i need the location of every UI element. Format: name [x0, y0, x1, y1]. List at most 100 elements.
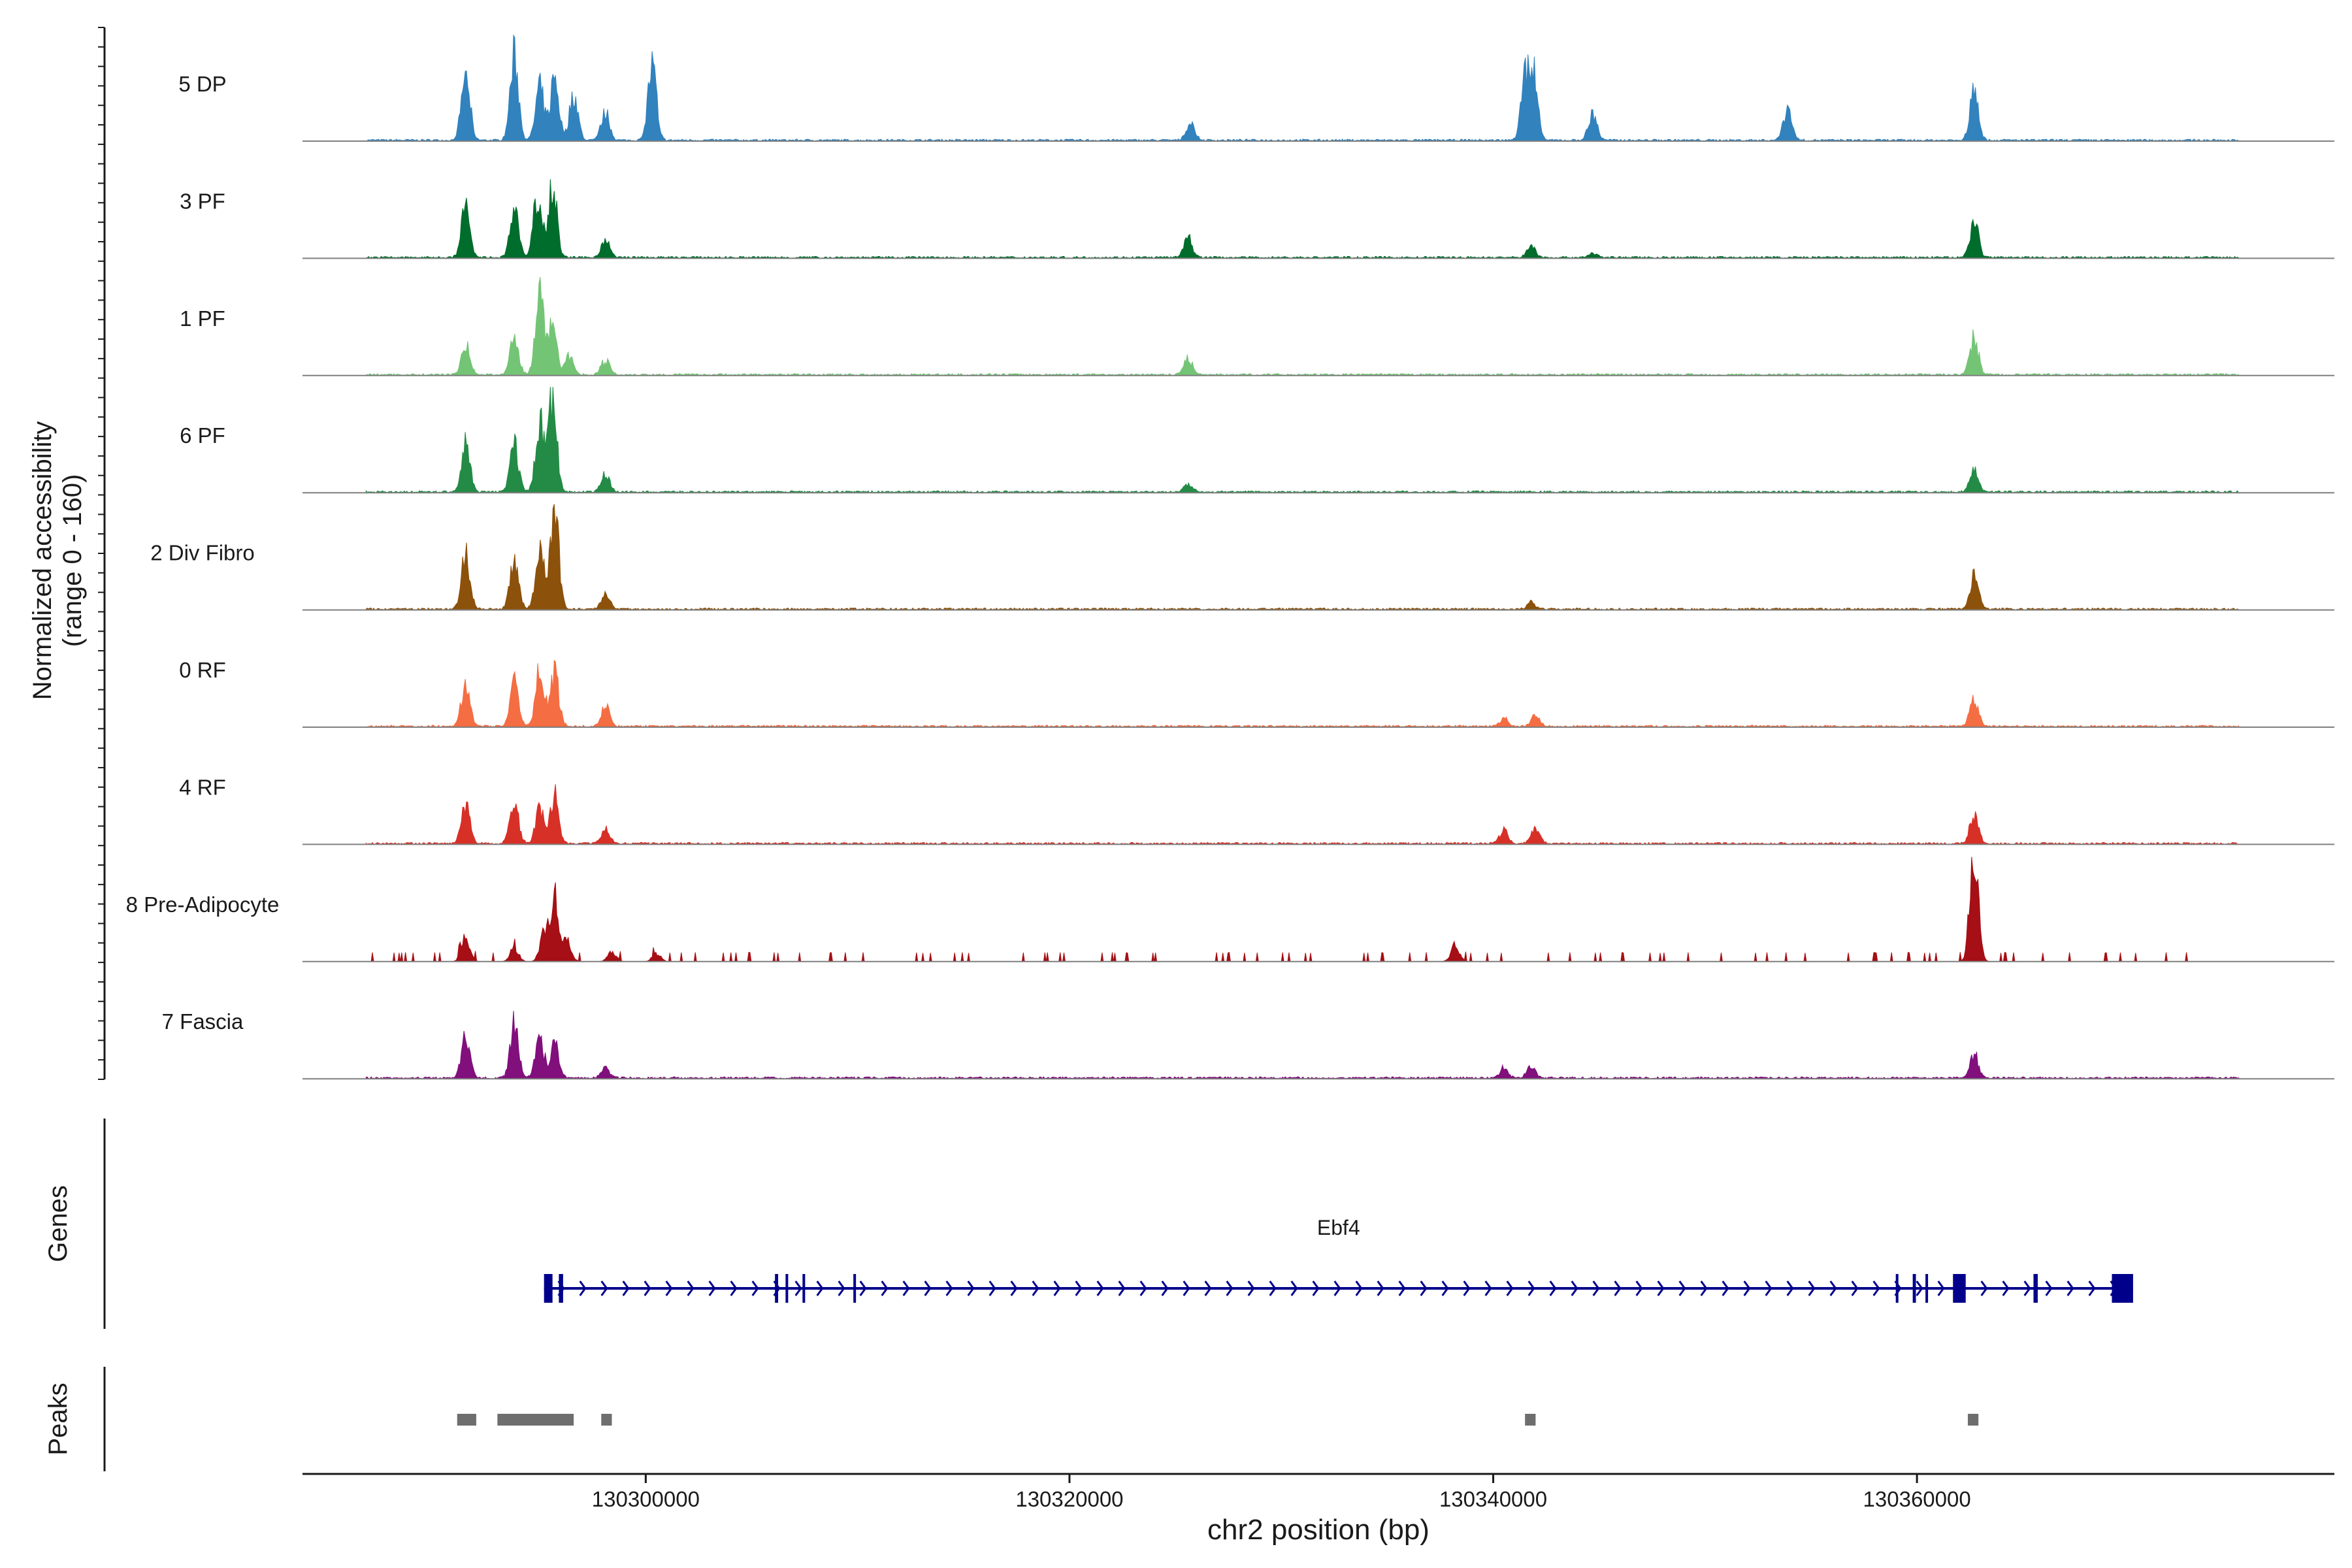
strand-arrow — [1161, 1281, 1169, 1296]
gene-exon — [1895, 1274, 1899, 1303]
strand-arrow — [988, 1281, 996, 1296]
strand-arrow — [708, 1281, 716, 1296]
gene-model-ebf4 — [544, 1274, 2133, 1303]
strand-arrow — [644, 1281, 651, 1296]
gene-exon — [544, 1274, 553, 1303]
gene-exon — [1912, 1274, 1916, 1303]
strand-arrow — [1010, 1281, 1018, 1296]
accessibility-tracks: 5 DP 3 PF 1 PF 6 PF 2 Div Fibro 0 RF 4 RF 8 Pre… — [126, 34, 2334, 1080]
strand-arrow — [1420, 1281, 1428, 1296]
track-label: 2 Div Fibro — [150, 541, 255, 565]
strand-arrow — [1506, 1281, 1514, 1296]
strand-arrow — [1851, 1281, 1859, 1296]
strand-arrow — [2023, 1281, 2031, 1296]
strand-arrow — [1463, 1281, 1471, 1296]
strand-arrow — [1118, 1281, 1126, 1296]
strand-arrow — [600, 1281, 608, 1296]
x-axis: 130300000 130320000 130340000 130360000 chr… — [302, 1473, 2334, 1546]
x-tick-label: 130300000 — [592, 1487, 700, 1511]
strand-arrow — [1183, 1281, 1190, 1296]
gene-exon — [1953, 1274, 1966, 1303]
strand-arrow — [1678, 1281, 1686, 1296]
track-label: 7 Fascia — [162, 1009, 244, 1034]
strand-arrow — [622, 1281, 630, 1296]
track-label: 6 PF — [180, 423, 225, 448]
track-5-dp: 5 DP — [178, 34, 2334, 142]
strand-arrow — [816, 1281, 824, 1296]
x-ticks: 130300000 130320000 130340000 130360000 — [592, 1474, 1971, 1511]
strand-arrow — [751, 1281, 759, 1296]
peak-region — [1525, 1414, 1536, 1426]
strand-arrow — [1204, 1281, 1212, 1296]
strand-arrow — [1916, 1281, 1923, 1296]
strand-arrow — [1808, 1281, 1816, 1296]
x-tick-label: 130320000 — [1015, 1487, 1123, 1511]
strand-arrow — [1700, 1281, 1708, 1296]
track-label: 4 RF — [179, 775, 226, 799]
track-label: 3 PF — [180, 189, 225, 213]
track-8-pre-adipocyte: 8 Pre-Adipocyte — [126, 857, 2334, 962]
strand-arrow — [1441, 1281, 1449, 1296]
y-axis-title: Normalized accessibility (range 0 - 160) — [28, 421, 87, 700]
strand-arrow — [945, 1281, 953, 1296]
strand-arrow — [1053, 1281, 1061, 1296]
gene-exon — [559, 1274, 563, 1303]
strand-arrow — [967, 1281, 975, 1296]
gene-exon — [2112, 1274, 2133, 1303]
strand-arrow — [1786, 1281, 1794, 1296]
strand-arrow — [2002, 1281, 2010, 1296]
strand-arrow — [1937, 1281, 1945, 1296]
gene-exon — [802, 1274, 806, 1303]
track-label: 8 Pre-Adipocyte — [126, 892, 280, 917]
strand-arrow — [1290, 1281, 1298, 1296]
peak-region — [497, 1414, 574, 1426]
track-label: 0 RF — [179, 658, 226, 682]
strand-arrow — [1269, 1281, 1277, 1296]
strand-arrow — [2088, 1281, 2096, 1296]
strand-arrow — [1527, 1281, 1535, 1296]
strand-arrow — [1743, 1281, 1751, 1296]
strand-arrow — [902, 1281, 910, 1296]
x-axis-title: chr2 position (bp) — [1207, 1514, 1429, 1546]
strand-arrow — [1980, 1281, 1988, 1296]
x-tick-label: 130360000 — [1863, 1487, 1971, 1511]
strand-arrow — [1549, 1281, 1557, 1296]
strand-arrow — [579, 1281, 587, 1296]
strand-arrow — [1377, 1281, 1384, 1296]
track-4-rf: 4 RF — [179, 775, 2334, 845]
strand-arrow — [1333, 1281, 1341, 1296]
strand-arrow — [1312, 1281, 1320, 1296]
genes-track: Genes Ebf4 — [44, 1119, 2133, 1329]
strand-arrow — [1226, 1281, 1233, 1296]
strand-arrow — [2045, 1281, 2053, 1296]
strand-arrow — [1096, 1281, 1104, 1296]
strand-arrow — [730, 1281, 738, 1296]
strand-arrow — [687, 1281, 694, 1296]
track-0-rf: 0 RF — [179, 658, 2334, 728]
strand-arrow — [1484, 1281, 1492, 1296]
strand-arrow — [1657, 1281, 1665, 1296]
peaks-track: Peaks — [44, 1367, 1979, 1471]
strand-arrow — [1032, 1281, 1039, 1296]
strand-arrow — [1765, 1281, 1772, 1296]
peak-region — [601, 1414, 612, 1426]
strand-arrow — [1722, 1281, 1729, 1296]
strand-arrow — [794, 1281, 802, 1296]
peak-region — [1967, 1414, 1979, 1426]
peaks-track-label: Peaks — [44, 1382, 73, 1455]
coverage-area — [365, 1011, 2240, 1079]
track-1-pf: 1 PF — [180, 276, 2334, 376]
x-tick-label: 130340000 — [1439, 1487, 1547, 1511]
track-3-pf: 3 PF — [180, 179, 2334, 259]
strand-arrow — [2066, 1281, 2074, 1296]
coverage-area — [365, 784, 2240, 845]
gene-exon — [785, 1274, 789, 1303]
track-label: 5 DP — [178, 72, 226, 96]
strand-arrow — [1635, 1281, 1643, 1296]
strand-arrow — [1075, 1281, 1083, 1296]
coverage-area — [365, 179, 2240, 259]
strand-arrow — [1571, 1281, 1578, 1296]
track-6-pf: 6 PF — [180, 387, 2334, 494]
genes-track-label: Genes — [44, 1185, 73, 1262]
